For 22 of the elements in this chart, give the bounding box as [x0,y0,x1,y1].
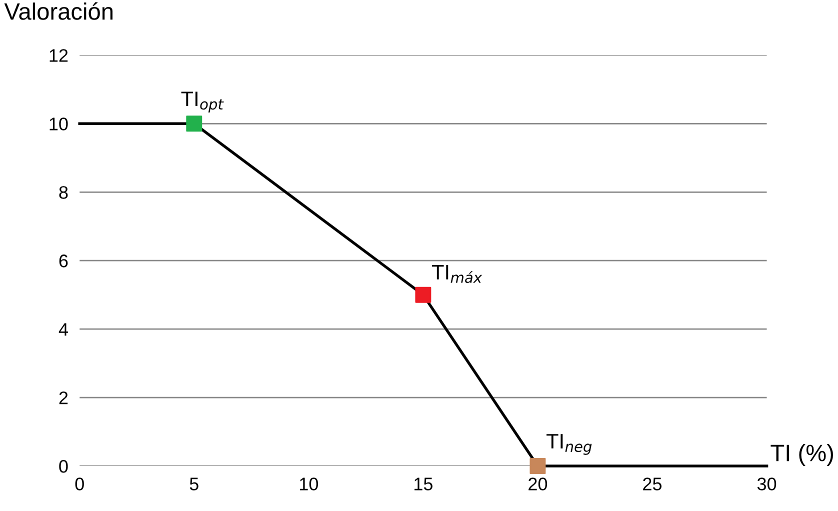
y-tick-label: 0 [59,460,68,473]
annotation: TI$_{opt}$ [181,92,224,112]
x-axis-title: TI (%) [770,444,833,466]
y-tick-label: 10 [50,118,68,130]
x-tick-label: 20 [528,478,548,490]
point [530,458,546,474]
x-tick-label: 5 [190,478,198,490]
y-axis-title: Valoración [4,2,112,20]
y-tick-label: 4 [58,323,68,336]
annotation: TI$_{máx}$ [432,265,482,283]
y-tick-label: 12 [50,49,68,62]
y-tick-label: 8 [59,186,68,199]
x-tick-label: 10 [300,478,318,490]
x-tick-label: 0 [75,478,84,490]
annotation: TI$_{neg}$ [546,434,592,455]
y-tick-label: 2 [59,391,68,404]
point [415,286,432,303]
x-tick-label: 30 [757,478,776,490]
x-tick-label: 15 [414,478,432,490]
y-tick-label: 6 [59,254,68,268]
point [186,116,202,132]
x-tick-label: 25 [643,478,662,490]
